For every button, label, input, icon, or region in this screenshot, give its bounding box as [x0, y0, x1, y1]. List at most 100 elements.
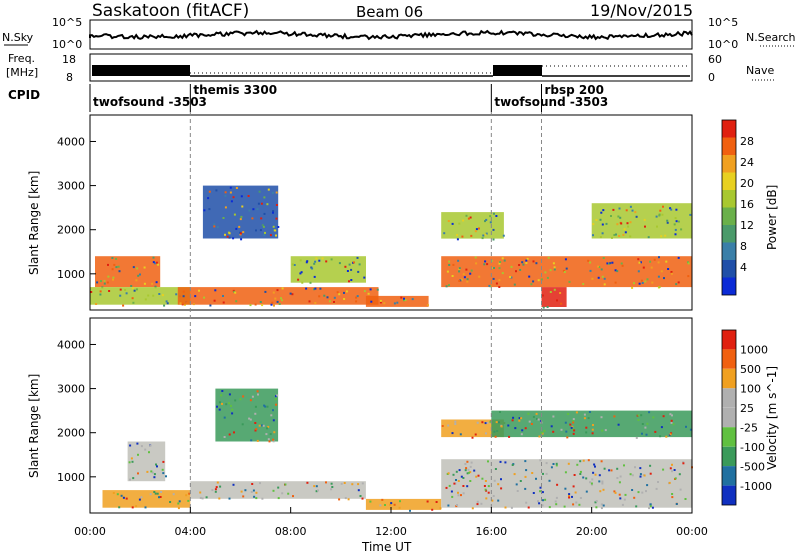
power-speckle: [272, 210, 275, 212]
velocity-speckle: [223, 416, 226, 419]
power-speckle: [313, 262, 316, 265]
velocity-speckle: [493, 479, 496, 482]
velocity-speckle: [261, 424, 263, 427]
power-speckle: [358, 263, 361, 266]
power-speckle: [355, 296, 358, 299]
power-speckle: [565, 267, 568, 270]
power-speckle: [276, 300, 279, 303]
velocity-speckle: [315, 490, 318, 493]
power-speckle: [137, 274, 140, 277]
power-speckle: [670, 271, 673, 273]
velocity-speckle: [508, 435, 511, 438]
power-speckle: [224, 194, 227, 197]
power-speckle: [242, 231, 245, 234]
power-speckle: [687, 262, 690, 265]
power-speckle: [315, 257, 318, 260]
power-speckle: [689, 213, 692, 216]
velocity-speckle: [669, 433, 672, 436]
velocity-speckle: [671, 470, 673, 473]
power-speckle: [510, 265, 513, 268]
velocity-speckle: [652, 416, 655, 419]
power-speckle: [495, 282, 498, 285]
velocity-ytick-label-1: 2000: [57, 427, 85, 440]
velocity-speckle: [445, 486, 448, 489]
velocity-speckle: [572, 432, 575, 435]
velocity-speckle: [214, 488, 217, 491]
velocity-speckle: [129, 444, 132, 447]
power-speckle: [155, 281, 158, 284]
velocity-speckle: [266, 405, 269, 408]
power-speckle: [481, 237, 484, 240]
power-speckle: [194, 295, 197, 298]
power-speckle: [674, 228, 677, 231]
velocity-speckle: [613, 415, 616, 418]
power-speckle: [597, 276, 600, 279]
power-speckle: [240, 232, 242, 235]
noise-panel-frame: [89, 19, 693, 50]
velocity-speckle: [535, 412, 538, 415]
power-speckle: [272, 291, 275, 294]
power-speckle: [495, 215, 498, 217]
freq-label-1: Freq.: [8, 52, 35, 65]
velocity-speckle: [585, 431, 588, 434]
velocity-speckle: [641, 491, 644, 494]
power-ytick-label-0: 1000: [57, 268, 85, 281]
velocity-speckle: [230, 404, 232, 407]
velocity-speckle: [542, 499, 544, 502]
velocity-speckle: [528, 420, 531, 423]
power-speckle: [222, 295, 224, 297]
power-speckle: [183, 303, 186, 306]
velocity-speckle: [544, 498, 547, 501]
power-speckle: [143, 266, 146, 269]
velocity-speckle: [178, 500, 181, 503]
velocity-speckle: [244, 489, 247, 492]
power-speckle: [553, 288, 556, 291]
velocity-speckle: [572, 420, 575, 423]
power-region-7: [441, 212, 504, 239]
power-speckle: [459, 279, 462, 282]
power-speckle: [540, 278, 543, 281]
power-speckle: [617, 215, 620, 218]
velocity-speckle: [137, 472, 139, 475]
velocity-speckle: [532, 415, 535, 418]
velocity-speckle: [637, 491, 640, 494]
power-speckle: [333, 301, 335, 303]
power-colorbar-cell-2: [722, 155, 736, 173]
velocity-speckle: [172, 493, 175, 496]
velocity-speckle: [631, 489, 634, 491]
power-speckle: [469, 216, 472, 219]
velocity-speckle: [131, 460, 134, 463]
power-speckle: [314, 287, 317, 290]
velocity-colorbar-cell-5: [722, 427, 736, 447]
velocity-speckle: [552, 415, 555, 418]
velocity-speckle: [585, 477, 588, 480]
power-speckle: [564, 258, 567, 261]
power-speckle: [670, 208, 673, 211]
velocity-speckle: [654, 430, 657, 433]
velocity-speckle: [473, 469, 476, 472]
velocity-speckle: [398, 506, 401, 509]
velocity-region-1: [127, 441, 166, 482]
power-speckle: [272, 211, 274, 214]
velocity-speckle: [565, 430, 568, 433]
velocity-speckle: [454, 420, 457, 423]
power-speckle: [152, 261, 155, 264]
power-speckle: [99, 290, 102, 293]
velocity-speckle: [564, 421, 567, 424]
velocity-speckle: [268, 440, 271, 443]
power-speckle: [106, 281, 109, 284]
velocity-speckle: [457, 491, 459, 494]
time-tick-label-4: 16:00: [475, 525, 507, 538]
power-speckle: [670, 272, 673, 275]
velocity-speckle: [550, 466, 553, 469]
velocity-speckle: [671, 496, 674, 499]
power-speckle: [192, 303, 195, 306]
time-tick-label-0: 00:00: [74, 525, 106, 538]
power-speckle: [144, 298, 147, 301]
velocity-colorbar-cell-6: [722, 446, 736, 467]
power-speckle: [665, 260, 668, 263]
power-speckle: [235, 187, 238, 189]
velocity-speckle: [495, 421, 498, 424]
power-speckle: [122, 304, 125, 307]
